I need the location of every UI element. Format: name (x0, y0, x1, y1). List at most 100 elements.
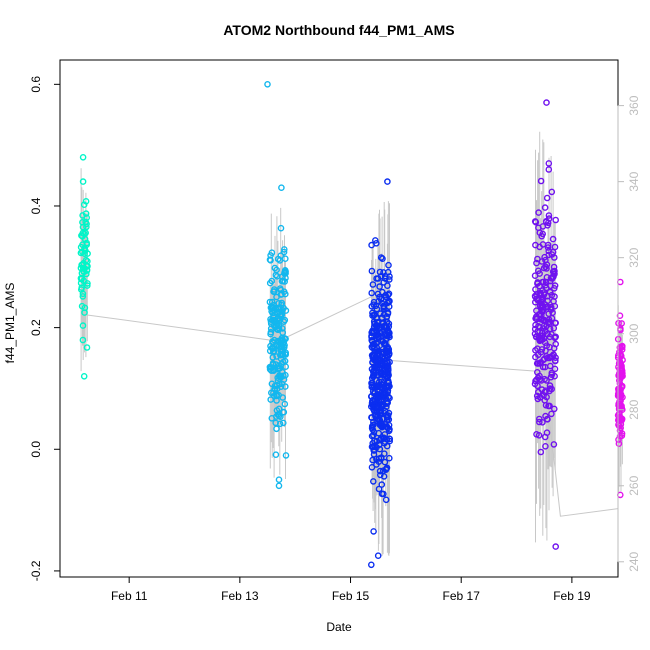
data-point (541, 355, 548, 363)
y-right-tick-label: 300 (627, 323, 641, 343)
data-point (382, 466, 390, 474)
data-point (544, 292, 551, 300)
data-point (545, 166, 553, 173)
data-point (380, 367, 388, 375)
data-point (537, 448, 545, 456)
data-point (83, 241, 90, 248)
data-point (282, 452, 290, 459)
data-point (534, 368, 541, 376)
data-point (377, 254, 385, 261)
data-point (79, 229, 87, 237)
data-point (375, 364, 383, 372)
data-point (269, 354, 277, 361)
data-point (552, 216, 560, 224)
data-point (551, 372, 558, 380)
data-point (550, 344, 558, 352)
data-point (376, 268, 384, 276)
data-point (551, 405, 558, 413)
data-point (547, 373, 555, 381)
data-point (267, 330, 274, 338)
data-point (374, 319, 381, 326)
data-point (275, 405, 283, 413)
data-point (380, 279, 388, 286)
data-point (545, 247, 553, 255)
data-point (375, 485, 383, 493)
data-point (271, 323, 279, 331)
data-point (266, 256, 274, 264)
data-point (535, 388, 542, 396)
data-point (543, 194, 551, 202)
data-point (385, 290, 393, 298)
data-point (384, 397, 391, 405)
data-point (368, 344, 376, 352)
data-point (79, 178, 87, 185)
data-point (386, 273, 393, 280)
data-point (550, 273, 557, 281)
data-point (616, 312, 624, 320)
data-point (282, 363, 290, 371)
data-point (535, 209, 542, 216)
data-point (543, 99, 550, 106)
data-point (380, 302, 387, 310)
data-point (384, 178, 391, 185)
data-point (370, 404, 378, 412)
data-point (79, 223, 87, 231)
y-tick-label: 0.2 (29, 319, 43, 336)
data-point (280, 408, 288, 416)
data-point (78, 286, 85, 293)
data-point (368, 241, 375, 249)
data-point (551, 302, 559, 310)
data-point (384, 309, 392, 316)
data-point (373, 437, 381, 445)
x-tick-label: Feb 11 (111, 589, 148, 603)
data-point (370, 431, 377, 439)
data-point (369, 281, 377, 288)
data-point (380, 490, 387, 498)
data-point (373, 455, 380, 463)
data-point (371, 411, 379, 419)
data-point (377, 310, 384, 317)
x-tick-label: Feb 19 (553, 589, 591, 603)
data-point (81, 309, 88, 316)
data-point (271, 317, 279, 324)
data-point (380, 340, 388, 347)
data-point (618, 383, 626, 391)
data-point (79, 153, 87, 161)
data-point (370, 383, 378, 390)
data-point (539, 418, 546, 426)
data-point (368, 289, 376, 297)
data-point (376, 324, 384, 332)
data-point (268, 414, 276, 422)
data-point (532, 321, 539, 329)
y-right-tick-label: 260 (627, 475, 641, 495)
data-point (552, 333, 560, 341)
data-point (268, 380, 276, 388)
data-point (277, 413, 284, 421)
data-point (616, 427, 624, 434)
data-point (385, 276, 393, 283)
data-point (270, 389, 277, 397)
data-point (379, 255, 386, 263)
data-point (533, 259, 540, 267)
data-point (369, 312, 376, 319)
data-point (281, 255, 289, 263)
data-point (544, 221, 551, 229)
data-point (369, 338, 376, 346)
data-point (280, 248, 288, 256)
data-point (278, 380, 286, 388)
data-point (532, 293, 539, 301)
data-point (532, 333, 540, 341)
data-point (538, 232, 546, 240)
data-point (376, 445, 384, 453)
data-point (541, 204, 549, 211)
data-point (617, 352, 625, 360)
y-tick-label: 0.6 (29, 76, 43, 93)
data-point (552, 354, 559, 362)
data-point (536, 243, 543, 251)
data-point (618, 414, 625, 422)
data-point (543, 429, 551, 437)
data-point (546, 387, 553, 395)
data-point (368, 397, 376, 405)
data-point (542, 442, 549, 450)
